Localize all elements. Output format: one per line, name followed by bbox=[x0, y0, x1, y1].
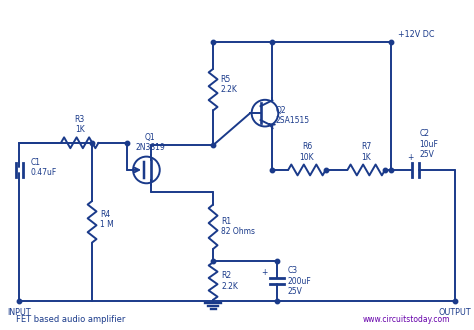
Text: C1
0.47uF: C1 0.47uF bbox=[30, 158, 56, 177]
Text: Q2
2SA1515: Q2 2SA1515 bbox=[276, 106, 310, 125]
Text: INPUT: INPUT bbox=[8, 308, 31, 317]
Text: C3
200uF
25V: C3 200uF 25V bbox=[287, 266, 311, 296]
Text: R6
10K: R6 10K bbox=[300, 142, 314, 162]
Text: R2
2.2K: R2 2.2K bbox=[221, 271, 238, 291]
Text: OUTPUT: OUTPUT bbox=[439, 308, 472, 317]
Text: R1
82 Ohms: R1 82 Ohms bbox=[221, 217, 255, 236]
Text: R7
1K: R7 1K bbox=[361, 142, 371, 162]
Text: +: + bbox=[262, 268, 268, 278]
Text: R3
1K: R3 1K bbox=[74, 115, 85, 134]
Text: C2
10uF
25V: C2 10uF 25V bbox=[419, 129, 438, 159]
Text: R5
2.2K: R5 2.2K bbox=[220, 75, 237, 94]
Text: +12V DC: +12V DC bbox=[398, 30, 435, 39]
Text: Q1
2N3819: Q1 2N3819 bbox=[136, 133, 165, 152]
Text: www.circuitstoday.com: www.circuitstoday.com bbox=[363, 315, 450, 324]
Text: R4
1 M: R4 1 M bbox=[100, 210, 114, 229]
Text: FET based audio amplifier: FET based audio amplifier bbox=[16, 315, 125, 324]
Text: +: + bbox=[407, 152, 413, 162]
